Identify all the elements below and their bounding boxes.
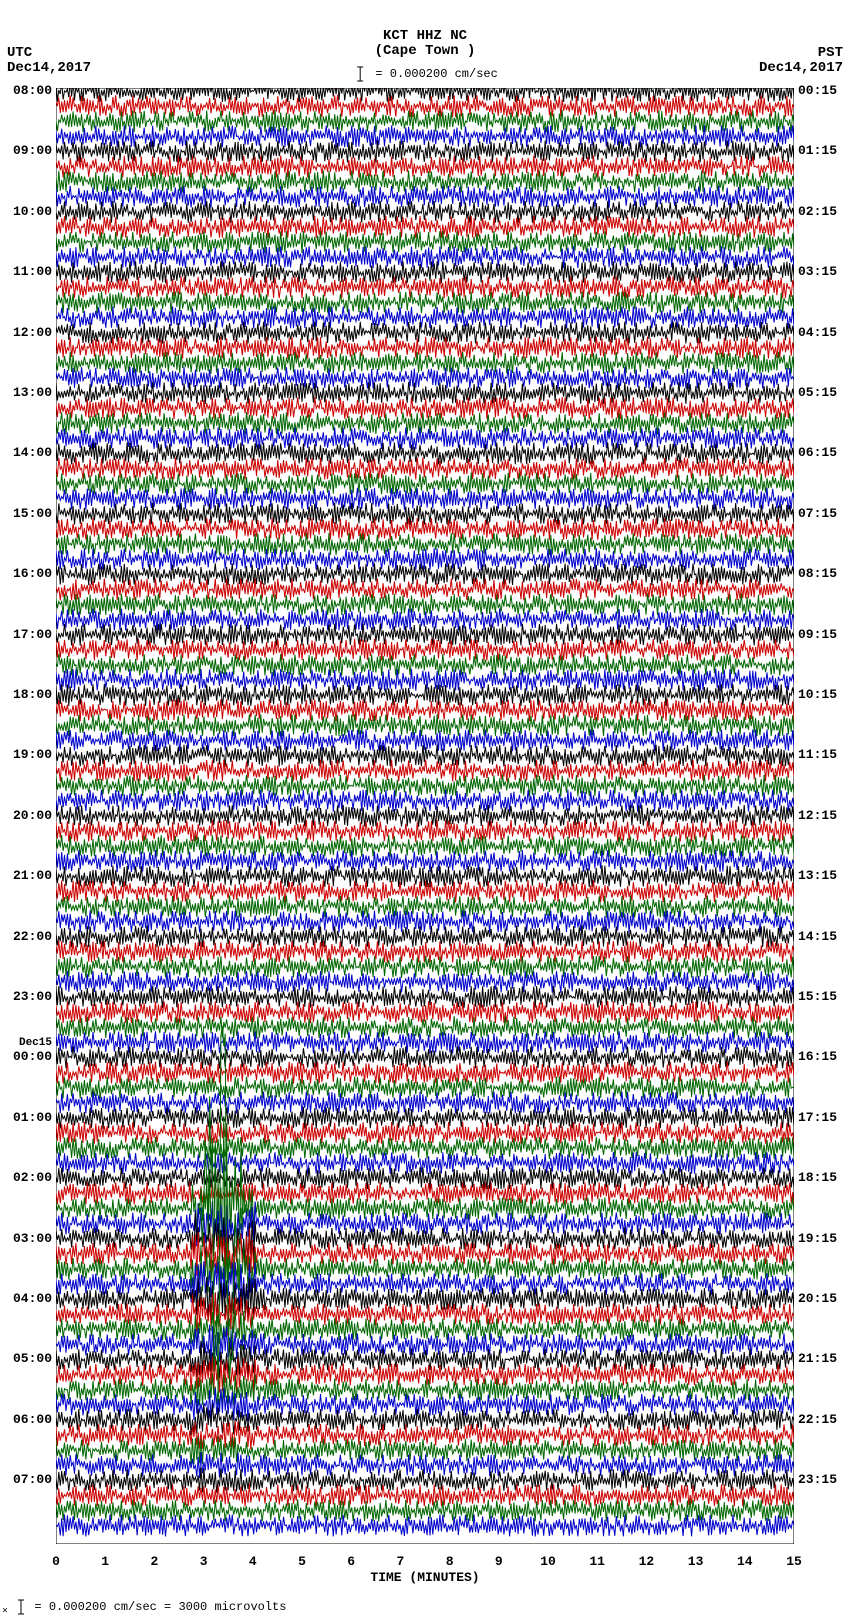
pst-hour-label: 18:15	[798, 1170, 837, 1185]
utc-hour-label: 21:00	[13, 868, 52, 883]
utc-hour-label: 09:00	[13, 143, 52, 158]
pst-hour-label: 05:15	[798, 385, 837, 400]
pst-hour-label: 13:15	[798, 868, 837, 883]
pst-hour-label: 20:15	[798, 1291, 837, 1306]
x-tick-label: 1	[101, 1554, 109, 1569]
x-tick-label: 2	[150, 1554, 158, 1569]
pst-hour-label: 12:15	[798, 808, 837, 823]
utc-hour-label: 15:00	[13, 506, 52, 521]
footer-scale: × = 0.000200 cm/sec = 3000 microvolts	[2, 1598, 286, 1618]
pst-hour-label: 14:15	[798, 929, 837, 944]
utc-hour-label: 19:00	[13, 747, 52, 762]
pst-hour-label: 04:15	[798, 325, 837, 340]
x-tick-label: 8	[446, 1554, 454, 1569]
pst-hour-label: 03:15	[798, 264, 837, 279]
utc-hour-label: 08:00	[13, 83, 52, 98]
pst-hour-label: 23:15	[798, 1472, 837, 1487]
x-tick-label: 13	[688, 1554, 704, 1569]
utc-hour-label: 05:00	[13, 1351, 52, 1366]
x-tick-label: 7	[396, 1554, 404, 1569]
location-title: (Cape Town )	[375, 43, 476, 59]
pst-hour-label: 17:15	[798, 1110, 837, 1125]
utc-hour-label: 16:00	[13, 566, 52, 581]
x-tick-label: 9	[495, 1554, 503, 1569]
station-title: KCT HHZ NC	[383, 28, 467, 44]
utc-hour-label: 03:00	[13, 1231, 52, 1246]
x-tick-label: 4	[249, 1554, 257, 1569]
date-left-label: Dec14,2017	[7, 60, 91, 76]
x-tick-label: 0	[52, 1554, 60, 1569]
utc-hour-label: 01:00	[13, 1110, 52, 1125]
x-axis-title: TIME (MINUTES)	[370, 1570, 479, 1585]
utc-hour-label: 06:00	[13, 1412, 52, 1427]
x-tick-label: 3	[200, 1554, 208, 1569]
utc-hour-label: 10:00	[13, 204, 52, 219]
pst-hour-label: 15:15	[798, 989, 837, 1004]
utc-hour-label: 02:00	[13, 1170, 52, 1185]
pst-hour-label: 22:15	[798, 1412, 837, 1427]
x-tick-label: 12	[639, 1554, 655, 1569]
pst-hour-label: 11:15	[798, 747, 837, 762]
x-tick-label: 6	[347, 1554, 355, 1569]
pst-hour-label: 09:15	[798, 627, 837, 642]
date-inline-label: Dec15	[19, 1037, 52, 1049]
pst-hour-label: 00:15	[798, 83, 837, 98]
utc-hour-label: 17:00	[13, 627, 52, 642]
helicorder-plot	[56, 88, 794, 1544]
utc-hour-label: 12:00	[13, 325, 52, 340]
utc-hour-label: 13:00	[13, 385, 52, 400]
x-tick-label: 14	[737, 1554, 753, 1569]
header: KCT HHZ NC (Cape Town ) = 0.000200 cm/se…	[0, 0, 850, 85]
tz-right-label: PST	[818, 45, 843, 61]
x-tick-label: 15	[786, 1554, 802, 1569]
utc-hour-label: 04:00	[13, 1291, 52, 1306]
tz-left-label: UTC	[7, 45, 32, 61]
utc-time-labels: 08:0009:0010:0011:0012:0013:0014:0015:00…	[0, 88, 55, 1544]
x-axis: TIME (MINUTES) 0123456789101112131415	[56, 1550, 794, 1590]
x-tick-label: 10	[540, 1554, 556, 1569]
utc-hour-label: 07:00	[13, 1472, 52, 1487]
pst-hour-label: 01:15	[798, 143, 837, 158]
x-tick-label: 5	[298, 1554, 306, 1569]
utc-hour-label: 11:00	[13, 264, 52, 279]
pst-hour-label: 08:15	[798, 566, 837, 581]
utc-hour-label: 22:00	[13, 929, 52, 944]
x-tick-label: 11	[589, 1554, 605, 1569]
scale-note: = 0.000200 cm/sec	[352, 65, 498, 83]
pst-hour-label: 10:15	[798, 687, 837, 702]
utc-hour-label: 14:00	[13, 445, 52, 460]
pst-hour-label: 19:15	[798, 1231, 837, 1246]
pst-hour-label: 06:15	[798, 445, 837, 460]
pst-hour-label: 07:15	[798, 506, 837, 521]
pst-hour-label: 21:15	[798, 1351, 837, 1366]
utc-hour-label: 18:00	[13, 687, 52, 702]
utc-hour-label: 20:00	[13, 808, 52, 823]
pst-hour-label: 02:15	[798, 204, 837, 219]
pst-time-labels: 00:1501:1502:1503:1504:1505:1506:1507:15…	[795, 88, 850, 1544]
utc-hour-label: 00:00	[13, 1049, 52, 1064]
pst-hour-label: 16:15	[798, 1049, 837, 1064]
utc-hour-label: 23:00	[13, 989, 52, 1004]
date-right-label: Dec14,2017	[759, 60, 843, 76]
